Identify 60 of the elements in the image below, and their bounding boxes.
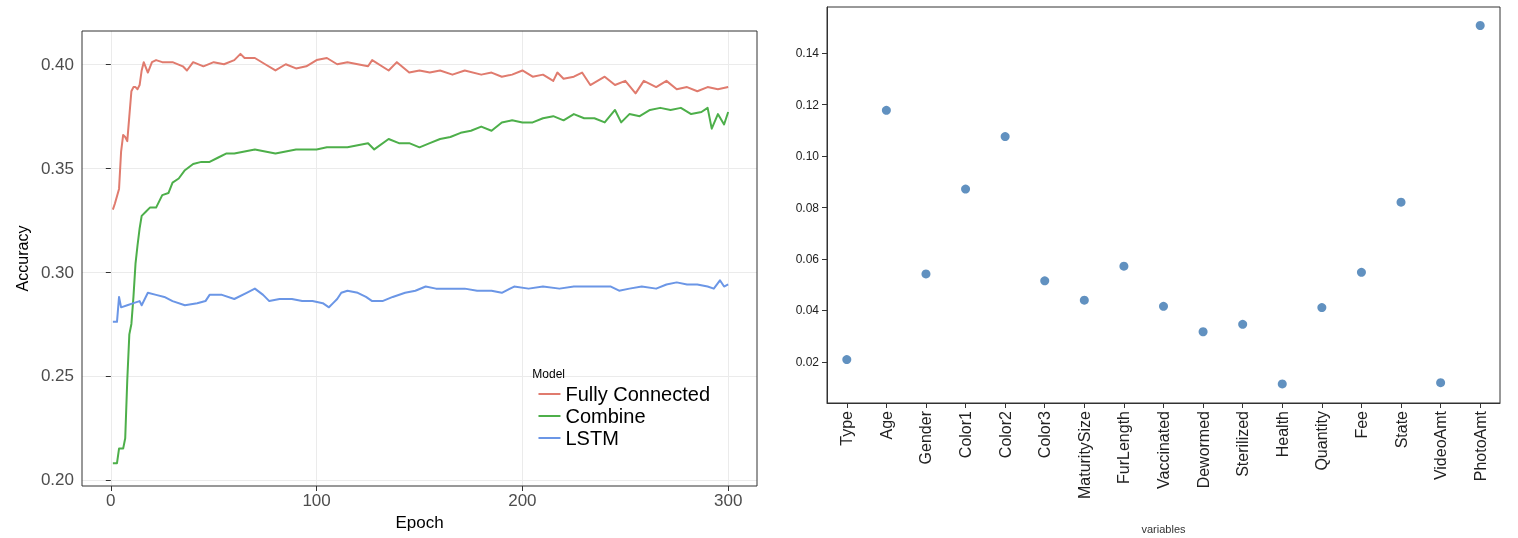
x-tick-label: Color3 xyxy=(1036,410,1054,459)
legend-title: Model xyxy=(532,367,565,381)
x-tick-label: Health xyxy=(1273,411,1291,458)
y-tick-label: 0.14 xyxy=(795,46,820,61)
point xyxy=(881,105,891,115)
y-tick-label: 0.08 xyxy=(795,200,820,215)
x-tick-label: Gender xyxy=(917,410,935,465)
point xyxy=(1475,21,1485,31)
y-tick-label: 0.40 xyxy=(40,54,74,74)
point xyxy=(1079,295,1089,305)
legend-label: LSTM xyxy=(565,427,619,449)
y-axis-title: Accuracy xyxy=(13,225,31,292)
y-tick-label: 0.10 xyxy=(795,149,820,164)
point xyxy=(1119,261,1129,271)
x-tick-label: Type xyxy=(838,410,856,446)
x-tick-label: Quantity xyxy=(1313,411,1331,471)
x-tick-label: Age xyxy=(877,410,895,440)
point xyxy=(1238,319,1248,329)
y-tick-label: 0.30 xyxy=(40,262,74,282)
x-tick-label: 300 xyxy=(714,491,743,510)
x-tick-label: State xyxy=(1392,410,1410,449)
x-tick-label: Dewormed xyxy=(1194,411,1212,489)
y-tick-label: 0.35 xyxy=(40,158,74,178)
y-tick-label: 0.25 xyxy=(40,366,74,386)
point xyxy=(1000,132,1010,142)
point xyxy=(1356,267,1366,277)
x-tick-label: 0 xyxy=(106,491,116,510)
x-tick-label: 200 xyxy=(508,491,537,510)
x-tick-label: Vaccinated xyxy=(1155,411,1172,489)
point xyxy=(1040,276,1050,286)
x-tick-label: FurLength xyxy=(1115,411,1133,484)
y-tick-label: 0.20 xyxy=(40,470,74,490)
x-tick-label: Color1 xyxy=(957,410,975,459)
point xyxy=(1317,303,1327,313)
y-tick-label: 0.02 xyxy=(795,354,820,369)
legend-label: Combine xyxy=(565,405,646,427)
y-tick-label: 0.12 xyxy=(795,97,820,112)
x-tick-label: PhotoAmt xyxy=(1471,410,1489,482)
x-axis-title: variables xyxy=(1141,522,1187,535)
x-tick-label: VideoAmt xyxy=(1432,410,1450,481)
point xyxy=(961,184,971,194)
x-tick-label: MaturitySize xyxy=(1075,410,1093,500)
point xyxy=(1159,301,1168,311)
y-tick-label: 0.06 xyxy=(795,252,820,266)
x-tick-label: 100 xyxy=(302,491,331,510)
x-tick-label: Color2 xyxy=(996,410,1014,459)
y-tick-label: 0.04 xyxy=(795,303,820,318)
point xyxy=(1396,197,1406,207)
point xyxy=(1198,327,1208,337)
line-series xyxy=(111,106,730,465)
line-series xyxy=(111,279,730,323)
point xyxy=(842,355,852,365)
line-series xyxy=(111,52,730,211)
point xyxy=(1436,378,1446,388)
point xyxy=(921,269,931,279)
legend-label: Fully Connected xyxy=(565,383,711,405)
x-tick-label: Sterilized xyxy=(1234,411,1252,477)
x-tick-label: Fee xyxy=(1352,410,1370,439)
point xyxy=(1277,379,1287,389)
x-axis-title: Epoch xyxy=(395,512,444,532)
